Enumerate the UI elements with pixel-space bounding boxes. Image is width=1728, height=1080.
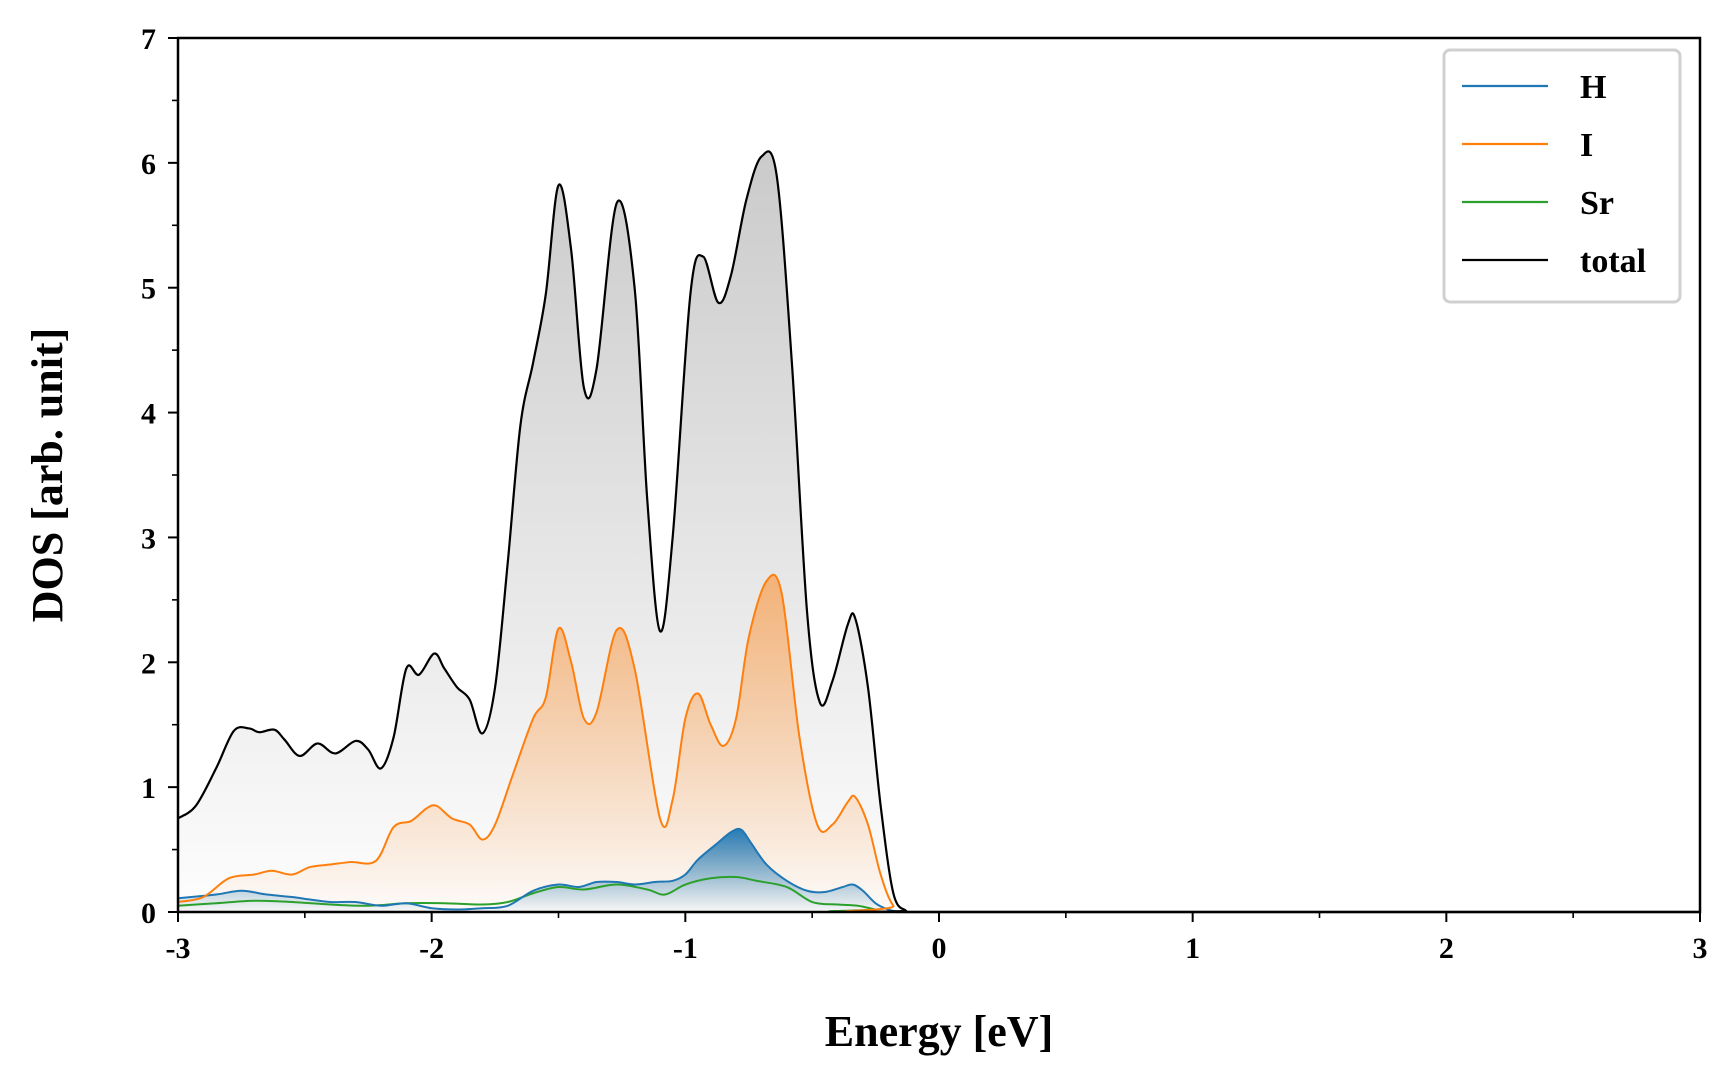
series-fills bbox=[178, 151, 1700, 913]
fill-h bbox=[178, 828, 1700, 912]
x-tick-label: 3 bbox=[1693, 932, 1708, 965]
line-h bbox=[177, 827, 1700, 914]
x-tick-label: -3 bbox=[166, 932, 191, 965]
y-tick-label: 2 bbox=[141, 647, 156, 680]
y-tick-label: 6 bbox=[141, 148, 156, 181]
ticks: -3 -2 -1 0 1 2 3 0 1 2 3 4 5 6 7 bbox=[141, 23, 1708, 965]
series-lines bbox=[177, 150, 1700, 914]
legend-label: H bbox=[1580, 69, 1606, 106]
line-i bbox=[177, 573, 1700, 914]
x-tick-label: -1 bbox=[673, 932, 698, 965]
legend-label: Sr bbox=[1580, 185, 1614, 222]
legend-label: I bbox=[1580, 127, 1593, 164]
fill-i bbox=[178, 574, 1700, 912]
y-tick-label: 4 bbox=[141, 398, 156, 431]
legend-box bbox=[1442, 48, 1682, 304]
y-tick-label: 7 bbox=[141, 23, 156, 56]
line-total bbox=[177, 150, 1700, 914]
x-axis-label: Energy [eV] bbox=[825, 1007, 1054, 1056]
x-tick-label: -2 bbox=[419, 932, 444, 965]
y-tick-label: 1 bbox=[141, 772, 156, 805]
y-axis-label: DOS [arb. unit] bbox=[23, 328, 72, 623]
x-tick-label: 2 bbox=[1439, 932, 1454, 965]
legend: HI Sr total bbox=[1442, 48, 1682, 304]
y-tick-label: 5 bbox=[141, 273, 156, 306]
y-tick-label: 3 bbox=[141, 522, 156, 555]
x-tick-label: 1 bbox=[1185, 932, 1200, 965]
legend-label: total bbox=[1580, 243, 1646, 280]
x-tick-label: 0 bbox=[932, 932, 947, 965]
y-tick-label: 0 bbox=[141, 897, 156, 930]
